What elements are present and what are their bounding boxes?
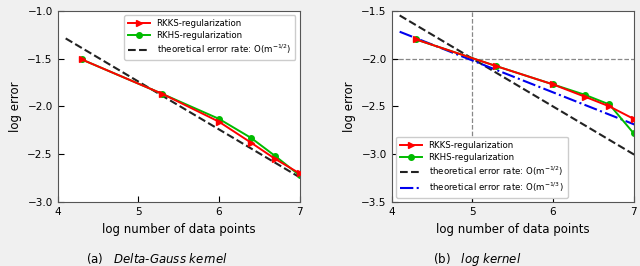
RKKS-regularization <box>412 38 420 41</box>
X-axis label: log number of data points: log number of data points <box>102 223 255 236</box>
X-axis label: log number of data points: log number of data points <box>436 223 589 236</box>
RKHS-regularization <box>271 155 279 158</box>
Legend: RKKS-regularization, RKHS-regularization, theoretical error rate: O(m$^{-1/2}$),: RKKS-regularization, RKHS-regularization… <box>396 137 568 198</box>
RKHS-regularization <box>296 174 303 177</box>
Text: (a)   $\it{Delta}$-$\it{Gauss\ kernel}$: (a) $\it{Delta}$-$\it{Gauss\ kernel}$ <box>86 251 228 266</box>
RKHS-regularization <box>412 38 420 41</box>
RKHS-regularization <box>630 132 637 135</box>
RKKS-regularization <box>493 65 500 68</box>
RKHS-regularization <box>248 136 255 140</box>
RKHS-regularization <box>215 117 223 120</box>
RKHS-regularization <box>605 103 613 106</box>
RKKS-regularization <box>78 58 86 61</box>
Line: RKKS-regularization: RKKS-regularization <box>79 57 302 176</box>
RKHS-regularization <box>159 92 166 95</box>
RKKS-regularization <box>159 92 166 95</box>
Y-axis label: log error: log error <box>9 81 22 132</box>
Line: RKHS-regularization: RKHS-regularization <box>79 57 302 178</box>
RKKS-regularization <box>549 83 557 86</box>
Line: RKKS-regularization: RKKS-regularization <box>413 37 636 122</box>
Legend: RKKS-regularization, RKHS-regularization, theoretical error rate: O(m$^{-1/2}$): RKKS-regularization, RKHS-regularization… <box>124 15 295 60</box>
RKKS-regularization <box>605 105 613 108</box>
RKKS-regularization <box>215 120 223 123</box>
RKHS-regularization <box>493 65 500 68</box>
RKHS-regularization <box>549 83 557 86</box>
RKKS-regularization <box>581 95 589 98</box>
RKHS-regularization <box>78 58 86 61</box>
RKKS-regularization <box>248 141 255 144</box>
RKKS-regularization <box>630 117 637 120</box>
RKKS-regularization <box>271 157 279 161</box>
Line: RKHS-regularization: RKHS-regularization <box>413 37 636 136</box>
Text: (b)   $\it{log\ kernel}$: (b) $\it{log\ kernel}$ <box>433 251 521 266</box>
RKKS-regularization <box>296 172 303 175</box>
Y-axis label: log error: log error <box>343 81 356 132</box>
RKHS-regularization <box>581 93 589 97</box>
